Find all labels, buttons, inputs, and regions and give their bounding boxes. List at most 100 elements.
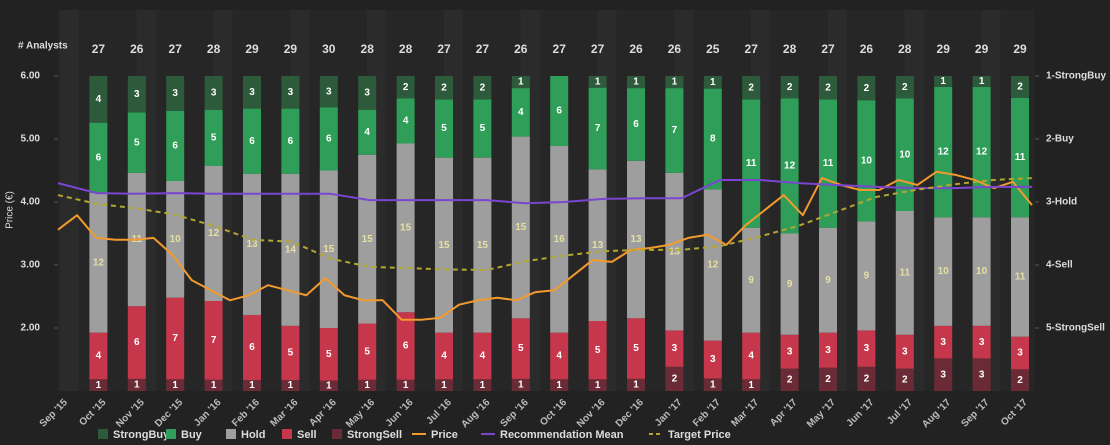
bar-label: 2: [441, 82, 447, 93]
bar-segment: [742, 99, 761, 228]
bar-label: 12: [976, 147, 988, 158]
bar-segment: [319, 328, 338, 381]
analyst-count: 29: [1013, 42, 1027, 56]
bar-segment: [396, 312, 415, 380]
bar-segment: [166, 379, 185, 391]
bar-segment: [857, 76, 876, 101]
bar-label: 12: [208, 228, 220, 239]
bar-label: 2: [480, 82, 486, 93]
bar-label: 3: [288, 87, 294, 98]
y-tick-label: 3.00: [21, 260, 41, 271]
bar-label: 3: [979, 337, 985, 348]
bar-label: 5: [288, 348, 294, 359]
legend-label: Sell: [297, 429, 317, 441]
legend-swatch: [98, 429, 108, 439]
bar-label: 2: [748, 82, 754, 93]
bar-label: 3: [710, 354, 716, 365]
bar-label: 1: [595, 76, 601, 87]
analyst-count: 26: [860, 42, 874, 56]
bar-label: 5: [518, 343, 524, 354]
bar-label: 6: [556, 106, 562, 117]
legend-label: Price: [431, 429, 458, 441]
bar-segment: [665, 366, 684, 391]
bar-segment: [511, 136, 530, 319]
bar-segment: [665, 76, 684, 89]
bar-segment: [665, 88, 684, 173]
bar-label: 5: [480, 123, 486, 134]
bar-label: 13: [630, 234, 642, 245]
bar-segment: [204, 166, 223, 301]
bar-label: 1: [403, 380, 409, 391]
bar-segment: [243, 380, 261, 391]
bar-label: 1: [288, 380, 294, 391]
bar-label: 3: [1017, 348, 1023, 359]
bar-segment: [358, 154, 377, 324]
bar-label: 1: [249, 380, 255, 391]
bar-segment: [358, 379, 377, 391]
bar-label: 9: [748, 275, 754, 286]
bar-label: 4: [403, 116, 409, 127]
bar-label: 1: [633, 77, 639, 88]
bar-segment: [243, 108, 261, 174]
y-tick-label: 2.00: [21, 323, 41, 334]
analyst-count: 26: [514, 42, 528, 56]
bar-segment: [972, 358, 991, 391]
analyst-count: 25: [706, 42, 720, 56]
bar-segment: [243, 314, 261, 381]
bar-segment: [780, 76, 799, 99]
legend-swatch: [332, 429, 342, 439]
bar-label: 1: [441, 380, 447, 391]
bar-label: 5: [595, 345, 601, 356]
bar-segment: [166, 111, 185, 181]
analyst-count: 29: [975, 42, 989, 56]
bar-label: 1: [979, 76, 985, 87]
bar-label: 4: [748, 351, 754, 362]
analyst-count: 30: [322, 42, 336, 56]
bar-segment: [319, 380, 338, 391]
bar-label: 2: [787, 374, 793, 385]
bar-segment: [627, 76, 645, 89]
bar-segment: [550, 379, 569, 391]
bar-segment: [819, 332, 837, 368]
bar-segment: [127, 306, 146, 379]
stripe: [59, 10, 79, 391]
bar-label: 3: [825, 345, 831, 356]
legend-label: Hold: [241, 429, 265, 441]
bar-segment: [780, 368, 799, 391]
legend-label: Buy: [181, 429, 203, 441]
bar-label: 4: [556, 351, 562, 362]
bar-label: 1: [518, 380, 524, 391]
bar-segment: [895, 76, 914, 99]
bar-segment: [473, 76, 492, 100]
bar-segment: [1011, 336, 1029, 370]
bar-segment: [166, 297, 185, 380]
bar-segment: [204, 379, 223, 391]
bar-segment: [742, 227, 761, 333]
bar-segment: [473, 99, 492, 158]
bar-segment: [281, 173, 300, 326]
bar-label: 6: [403, 341, 409, 352]
bar-segment: [703, 76, 722, 89]
bar-label: 3: [364, 88, 370, 99]
bar-segment: [703, 340, 722, 379]
bar-label: 4: [96, 351, 102, 362]
y2-tick-label: 5-StrongSell: [1046, 323, 1105, 334]
bar-label: 1: [134, 380, 140, 391]
bar-segment: [435, 379, 453, 391]
bar-segment: [127, 76, 146, 113]
bar-label: 4: [518, 107, 524, 118]
bar-label: 13: [592, 240, 604, 251]
bar-segment: [127, 112, 146, 173]
bar-segment: [473, 332, 492, 380]
bar-segment: [89, 379, 108, 391]
bar-segment: [550, 332, 569, 380]
bar-segment: [396, 379, 415, 391]
bar-label: 2: [672, 374, 678, 385]
bar-label: 1: [710, 379, 716, 390]
y-axis-title: Price (€): [5, 191, 16, 229]
bar-segment: [665, 172, 684, 331]
bar-label: 10: [861, 155, 873, 166]
bar-label: 11: [823, 158, 834, 169]
bar-label: 4: [480, 351, 486, 362]
